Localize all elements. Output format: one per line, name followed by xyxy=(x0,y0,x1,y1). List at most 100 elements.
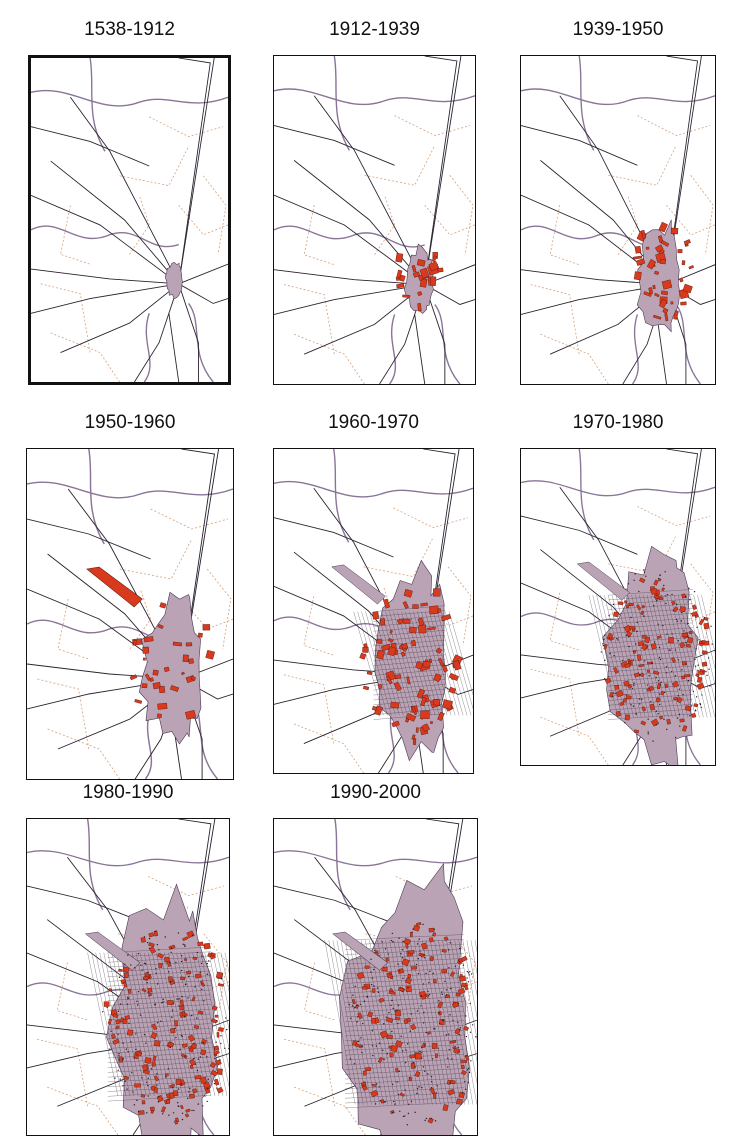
building-dot xyxy=(701,694,703,696)
rural-path xyxy=(530,284,580,355)
building-dot xyxy=(604,678,606,680)
street xyxy=(615,595,646,718)
building-dot xyxy=(677,640,680,642)
building-dot xyxy=(680,611,683,614)
street xyxy=(345,1073,464,1080)
building-dot xyxy=(467,1067,470,1070)
street xyxy=(345,991,464,998)
new-urban-patch xyxy=(204,1086,211,1094)
new-urban-patch xyxy=(622,698,628,703)
rural-path xyxy=(293,723,364,773)
building-dot xyxy=(371,1045,374,1047)
building-dot xyxy=(664,571,666,573)
new-urban-patch xyxy=(149,677,154,682)
building-dot xyxy=(172,1112,175,1114)
street xyxy=(596,595,626,718)
urban-growth-map xyxy=(274,56,475,384)
new-urban-patch xyxy=(421,995,427,1000)
building-dot xyxy=(706,674,708,676)
river xyxy=(89,58,106,152)
new-urban-patch xyxy=(124,1015,131,1021)
building-dot xyxy=(658,703,661,706)
building-dot xyxy=(200,983,203,985)
new-urban-patch xyxy=(649,703,655,711)
building-dot xyxy=(631,687,634,690)
building-dot xyxy=(174,1027,176,1029)
building-dot xyxy=(697,664,699,666)
building-dot xyxy=(467,972,470,974)
new-urban-patch xyxy=(385,1017,394,1024)
rural-path xyxy=(206,568,232,650)
new-urban-patch xyxy=(185,642,193,647)
new-urban-patch xyxy=(606,633,614,641)
building-dot xyxy=(441,993,443,996)
river xyxy=(88,449,105,545)
new-urban-patch xyxy=(380,643,391,652)
new-urban-patch xyxy=(652,284,656,290)
building-dot xyxy=(356,1004,358,1007)
building-dot xyxy=(666,633,668,635)
building-dot xyxy=(124,963,126,965)
street xyxy=(681,595,712,718)
new-urban-patch xyxy=(648,287,654,295)
building-dot xyxy=(452,1019,454,1022)
new-urban-patch xyxy=(653,595,661,600)
building-dot xyxy=(396,1009,398,1011)
street xyxy=(345,1015,464,1022)
new-urban-patch xyxy=(701,661,708,667)
building-dot xyxy=(644,660,646,662)
building-dot xyxy=(633,579,635,581)
new-urban-patch xyxy=(409,1054,416,1059)
river xyxy=(632,314,639,384)
street xyxy=(373,708,446,715)
road xyxy=(70,97,180,285)
building-dot xyxy=(136,1000,138,1002)
street xyxy=(107,1023,211,1030)
building-dot xyxy=(167,971,170,973)
building-dot xyxy=(180,969,183,972)
new-urban-patch xyxy=(377,1056,384,1063)
building-dot xyxy=(175,1036,177,1039)
new-urban-patch xyxy=(432,698,441,706)
new-urban-patch xyxy=(411,734,416,740)
building-dot xyxy=(632,705,635,707)
street xyxy=(348,940,380,1105)
building-dot xyxy=(429,970,431,972)
new-urban-patch xyxy=(655,697,661,703)
new-urban-patch xyxy=(432,588,441,597)
road xyxy=(293,160,426,285)
new-urban-patch xyxy=(173,1090,179,1097)
building-dot xyxy=(405,1049,407,1051)
building-dot xyxy=(400,953,402,955)
new-urban-patch xyxy=(646,688,651,692)
new-urban-patch xyxy=(632,255,643,260)
building-dot xyxy=(146,981,148,984)
road xyxy=(666,56,699,285)
new-urban-patch xyxy=(216,1068,223,1076)
new-urban-patch xyxy=(179,976,186,981)
new-urban-patch xyxy=(403,1019,409,1025)
rural-path xyxy=(47,728,121,779)
new-urban-patch xyxy=(641,706,647,712)
building-dot xyxy=(430,1117,433,1120)
new-urban-patch xyxy=(156,952,164,959)
building-dot xyxy=(459,1027,462,1029)
new-urban-patch xyxy=(148,946,156,954)
building-dot xyxy=(433,928,435,930)
building-dot xyxy=(225,1017,227,1019)
new-urban-patch xyxy=(138,1110,145,1115)
building-dot xyxy=(639,703,641,705)
building-dot xyxy=(628,645,630,648)
map-panel-1990-2000: 1990-2000 xyxy=(273,782,478,1136)
new-urban-patch xyxy=(383,598,391,609)
new-urban-patch xyxy=(429,605,439,615)
building-dot xyxy=(204,1095,206,1097)
building-dot xyxy=(169,961,171,964)
new-urban-patch xyxy=(640,610,645,616)
building-dot xyxy=(448,967,450,969)
new-urban-patch xyxy=(460,1064,465,1070)
new-urban-patch xyxy=(613,611,619,618)
building-dot xyxy=(371,977,373,979)
building-dot xyxy=(420,995,422,997)
street xyxy=(373,615,446,622)
